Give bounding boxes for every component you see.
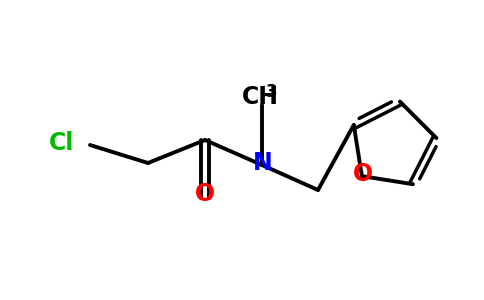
Text: N: N — [253, 151, 273, 175]
Text: O: O — [195, 182, 215, 206]
Text: Cl: Cl — [48, 131, 74, 155]
Text: O: O — [353, 162, 373, 186]
Text: 3: 3 — [266, 83, 278, 101]
Text: CH: CH — [242, 85, 278, 109]
